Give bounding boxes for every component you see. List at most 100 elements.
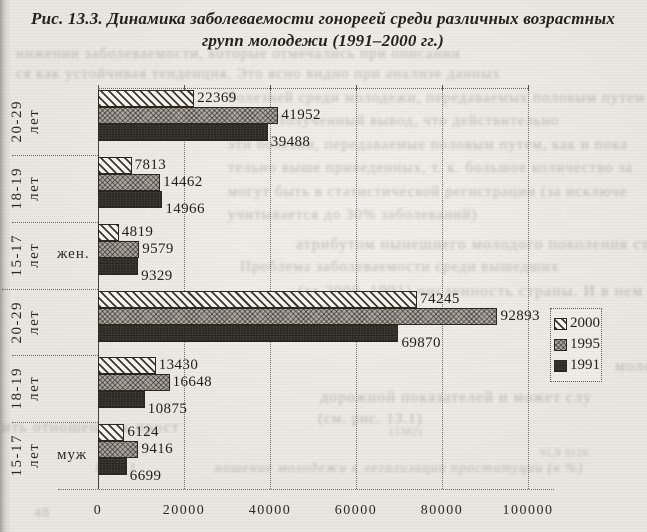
bleedthrough-line-8: атрибутом нынешнего молодого поколения с… (296, 236, 647, 253)
sex-label-муж: муж (57, 446, 88, 463)
bleedthrough-line-11: моло (615, 358, 647, 375)
age-range-label: 18-19 лет (8, 166, 42, 210)
y-axis-group-label-муж-20-29: 20-29 лет (0, 289, 52, 356)
gridline-20000 (184, 88, 185, 489)
bleedthrough-line-5: тельно выше приведенных, т. к. большое к… (228, 160, 633, 176)
group-separator-1 (12, 154, 98, 156)
bleedthrough-line-17: ношение молодежи к легализации проституц… (215, 461, 584, 476)
gridline-80000 (442, 88, 443, 489)
bleedthrough-line-12: дорожной показателей и может слу (320, 389, 593, 406)
bar-value-муж-18-19-1995: 16648 (172, 374, 213, 391)
bar-муж-18-19-1991 (98, 391, 145, 409)
bar-жен.-15-17-1991 (98, 257, 139, 275)
x-tick-label-20000: 20000 (162, 503, 206, 518)
bar-value-муж-20-29-1995: 92893 (500, 307, 540, 324)
bleedthrough-line-1: ся как устойчивая тенденция. Это ясно ви… (16, 66, 501, 82)
age-range-label: 20-29 лет (8, 300, 42, 344)
bleedthrough-line-15: (1382) (390, 427, 423, 438)
age-range-label: 20-29 лет (8, 100, 42, 143)
legend-entry-1991: 1991 (554, 355, 601, 376)
legend-label-2000: 2000 (570, 315, 600, 331)
y-axis-group-label-муж-15-17: 15-17 лет (0, 422, 52, 489)
legend-entry-1995: 1995 (554, 334, 601, 355)
bleedthrough-line-18: 91,9 9126 (540, 448, 589, 459)
bar-жен.-18-19-1991 (98, 190, 163, 208)
bleedthrough-line-19: 48 (34, 506, 50, 521)
sex-label-жен.: жен. (57, 246, 90, 263)
bar-value-жен.-18-19-2000: 7813 (134, 156, 167, 173)
x-tick-label-40000: 40000 (248, 503, 292, 518)
group-separator-5 (12, 422, 98, 424)
bleedthrough-line-0: нижении заболеваемости, которые отмечали… (16, 46, 461, 62)
age-range-label: 15-17 лет (8, 233, 42, 277)
bar-муж-15-17-1995 (98, 441, 139, 459)
age-range-label: 18-19 лет (8, 367, 42, 410)
bar-жен.-15-17-1995 (98, 240, 140, 258)
bar-value-жен.-15-17-1995: 9579 (142, 240, 174, 257)
x-tick-label-0: 0 (93, 503, 103, 518)
bar-value-жен.-20-29-1991: 39488 (270, 134, 311, 150)
legend-entry-2000: 2000 (554, 313, 601, 334)
bar-value-муж-18-19-2000: 13430 (158, 357, 199, 374)
bar-value-муж-15-17-1991: 6699 (129, 468, 162, 485)
figure-caption-line2: групп молодежи (1991–2000 гг.) (201, 30, 445, 50)
bleedthrough-line-9: Проблема заболеваемости среди вышедших (240, 259, 560, 275)
y-axis-group-label-жен.-15-17: 15-17 лет (0, 222, 52, 289)
x-tick-label-100000: 100000 (502, 503, 554, 518)
bar-value-муж-15-17-2000: 6124 (127, 424, 159, 441)
bar-value-жен.-15-17-2000: 4819 (121, 223, 154, 240)
group-separator-2 (12, 221, 98, 223)
bar-жен.-20-29-1995 (98, 107, 279, 124)
bar-value-муж-20-29-1991: 69870 (401, 334, 441, 351)
bleedthrough-line-7: учитывается до 30% заболеваний) (228, 207, 478, 223)
legend-label-1995: 1995 (570, 336, 600, 352)
gridline-40000 (270, 88, 271, 489)
top-axis-tick-100000 (528, 85, 529, 91)
x-tick-label-80000: 80000 (420, 503, 464, 518)
x-tick-label-60000: 60000 (334, 503, 378, 518)
bleedthrough-line-2: болезней среди молодежи, передаваемых по… (228, 90, 647, 106)
bleedthrough-line-13: (см. рис. 13.1) (318, 411, 423, 427)
bar-муж-20-29-1995 (98, 307, 498, 325)
bar-муж-15-17-2000 (98, 424, 125, 442)
y-axis-group-label-муж-18-19: 18-19 лет (0, 355, 52, 422)
bar-жен.-18-19-1995 (98, 173, 161, 191)
bleedthrough-line-3: 13.2). Полученный вывод, что действитель… (228, 113, 560, 129)
bar-value-жен.-20-29-1995: 41952 (281, 107, 321, 123)
bar-value-жен.-20-29-2000: 22369 (197, 90, 237, 106)
bar-value-муж-15-17-1995: 9416 (141, 441, 174, 458)
bar-жен.-15-17-2000 (98, 223, 119, 241)
bar-value-муж-20-29-2000: 74245 (420, 290, 460, 307)
bleedthrough-line-4: эти болезни, передаваемые половым путем,… (228, 137, 628, 153)
age-range-label: 15-17 лет (8, 434, 42, 477)
group-separator-3 (2, 288, 98, 290)
figure-caption-line1: Рис. 13.3. Динамика заболеваемости гонор… (30, 9, 616, 28)
legend-swatch-diagonal-hatch (554, 317, 567, 330)
y-axis-group-label-жен.-18-19: 18-19 лет (0, 155, 52, 222)
legend-swatch-crosshatch-gray (554, 338, 567, 351)
gridline-100000 (528, 88, 529, 489)
bar-value-жен.-18-19-1991: 14966 (165, 200, 205, 217)
x-axis-line (58, 489, 554, 490)
bar-муж-20-29-2000 (98, 290, 418, 308)
bar-value-жен.-15-17-1991: 9329 (141, 267, 173, 284)
bleedthrough-line-6: могут быть в статистической регистрации … (228, 184, 628, 200)
bar-value-муж-18-19-1991: 10875 (147, 401, 188, 418)
legend-swatch-solid-dark (554, 359, 567, 372)
legend-label-1991: 1991 (570, 357, 600, 373)
bar-жен.-20-29-2000 (98, 90, 195, 107)
y-axis-line (98, 88, 99, 489)
legend: 2000 1995 1991 (550, 308, 602, 382)
bar-муж-15-17-1991 (98, 458, 127, 476)
bar-муж-20-29-1991 (98, 324, 399, 342)
group-separator-4 (12, 355, 98, 357)
bar-муж-18-19-1995 (98, 374, 170, 392)
figure-caption: Рис. 13.3. Динамика заболеваемости гонор… (18, 8, 628, 51)
bleedthrough-line-14: ить отношение к прост (2, 419, 180, 436)
bar-value-жен.-18-19-1995: 14462 (163, 173, 203, 190)
bar-жен.-18-19-2000 (98, 156, 132, 174)
plot-top-border (98, 88, 528, 89)
y-axis-group-label-жен.-20-29: 20-29 лет (0, 88, 52, 155)
bar-муж-18-19-2000 (98, 357, 156, 375)
gridline-60000 (356, 88, 357, 489)
